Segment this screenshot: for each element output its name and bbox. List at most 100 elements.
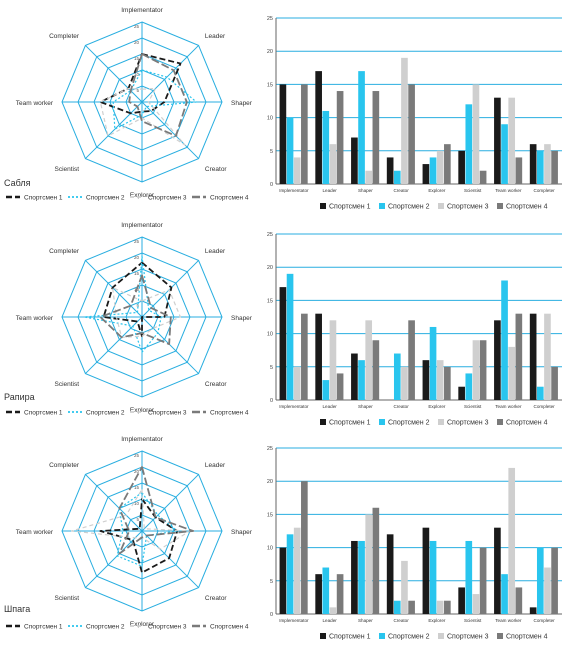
bar-team-worker-s4 xyxy=(515,313,523,400)
bar-shaper-s3 xyxy=(365,320,373,400)
bar-creator-s2 xyxy=(393,353,401,400)
legend-label-4: Спортсмен 4 xyxy=(506,420,548,427)
radar-axis-label-completer: Completer xyxy=(49,33,80,40)
bar-explorer-s4 xyxy=(444,600,451,614)
bar-category-label-explorer: Explorer xyxy=(428,188,446,193)
bar-completer-s4 xyxy=(551,150,558,184)
bar-scientist-s4 xyxy=(479,170,487,184)
bar-shaper-s2 xyxy=(358,360,365,400)
bar-implementator-s2 xyxy=(286,273,294,400)
radar-spoke xyxy=(141,474,199,532)
bar-implementator-s3 xyxy=(293,527,301,614)
bar-team-worker-s4 xyxy=(515,157,523,184)
bar-team-worker-s3 xyxy=(508,97,516,184)
bar-implementator-s4 xyxy=(301,481,308,614)
legend-label-4: Спортсмен 4 xyxy=(210,410,249,417)
bar-leader-s3 xyxy=(329,320,337,400)
radar-spoke xyxy=(85,260,143,318)
radar-axis-label-scientist: Scientist xyxy=(54,595,79,602)
bar-leader-s2 xyxy=(322,110,330,184)
radar-axis-label-implementator: Implementator xyxy=(121,7,163,14)
bar-scientist-s1 xyxy=(458,587,465,614)
legend-swatch-4 xyxy=(497,419,503,425)
radar-axis-label-explorer: Explorer xyxy=(130,621,155,628)
radar-axis-label-team-worker: Team worker xyxy=(16,100,54,107)
bar-explorer-s2 xyxy=(429,326,437,400)
bar-tick-label: 0 xyxy=(270,398,273,404)
bar-tick-label: 5 xyxy=(270,365,273,371)
bar-completer-s1 xyxy=(529,313,537,400)
bar-implementator-s2 xyxy=(286,534,294,614)
legend-swatch-3 xyxy=(438,203,444,209)
radar-tick-label: 25 xyxy=(134,24,140,29)
bar-scientist-s3 xyxy=(472,594,480,614)
legend-label-3: Спортсмен 3 xyxy=(148,624,187,631)
bar-leader-s2 xyxy=(322,567,330,614)
radar-spoke xyxy=(85,474,143,532)
radar-axis-label-explorer: Explorer xyxy=(130,192,155,199)
bar-completer-s1 xyxy=(529,607,537,614)
bar-tick-label: 15 xyxy=(267,298,273,304)
bar-chart-shpaga: 0 5 10 15 20 25 Implementator Leader Shaper Creat… xyxy=(267,446,562,641)
legend-label-1: Спортсмен 1 xyxy=(329,634,371,641)
bar-scientist-s2 xyxy=(465,104,473,184)
radar-series-1 xyxy=(99,53,182,115)
bar-leader-s3 xyxy=(329,607,337,614)
bar-implementator-s4 xyxy=(301,313,308,400)
legend-swatch-2 xyxy=(379,633,385,639)
bar-completer-s2 xyxy=(536,386,544,400)
legend-label-3: Спортсмен 3 xyxy=(148,195,187,202)
radar-tick-label: 25 xyxy=(134,239,140,244)
legend-label-4: Спортсмен 4 xyxy=(210,195,249,202)
bar-completer-s2 xyxy=(536,150,544,184)
radar-tick-label: 20 xyxy=(134,469,140,474)
radar-axis-label-team-worker: Team worker xyxy=(16,315,54,322)
bar-completer-s3 xyxy=(544,144,551,184)
bar-implementator-s1 xyxy=(279,287,287,400)
bar-leader-s2 xyxy=(322,380,330,400)
bar-creator-s4 xyxy=(408,320,415,400)
bar-completer-s4 xyxy=(551,366,558,400)
bar-category-label-creator: Creator xyxy=(393,618,409,623)
legend-label-4: Спортсмен 4 xyxy=(506,634,548,641)
radar-series-4 xyxy=(118,466,195,555)
radar-spoke xyxy=(141,101,199,159)
bar-leader-s4 xyxy=(336,373,344,400)
radar-series-2 xyxy=(112,69,197,130)
radar-axis-label-shaper: Shaper xyxy=(231,315,253,322)
bar-creator-s3 xyxy=(401,57,408,185)
radar-axis-label-implementator: Implementator xyxy=(121,222,163,229)
bar-creator-s3 xyxy=(401,560,408,614)
bar-implementator-s3 xyxy=(293,366,301,400)
bar-tick-label: 20 xyxy=(267,265,273,271)
radar-tick-label: 25 xyxy=(134,453,140,458)
bar-shaper-s4 xyxy=(372,507,380,614)
bar-category-label-completer: Completer xyxy=(534,404,556,409)
bar-team-worker-s1 xyxy=(494,527,501,614)
bar-completer-s3 xyxy=(544,567,551,614)
radar-tick-label: 15 xyxy=(134,56,140,61)
legend-label-1: Спортсмен 1 xyxy=(24,195,63,202)
radar-tick-label: 10 xyxy=(134,72,140,77)
radar-axis-label-leader: Leader xyxy=(205,33,226,40)
bar-explorer-s3 xyxy=(436,360,444,400)
legend-label-2: Спортсмен 2 xyxy=(388,634,430,641)
bar-category-label-leader: Leader xyxy=(322,618,337,623)
radar-axis-label-scientist: Scientist xyxy=(54,381,79,388)
legend-label-3: Спортсмен 3 xyxy=(447,420,489,427)
bar-tick-label: 10 xyxy=(267,116,273,122)
radar-series-1 xyxy=(99,498,179,574)
bar-creator-s3 xyxy=(401,366,408,400)
legend-label-3: Спортсмен 3 xyxy=(447,204,489,211)
bar-implementator-s1 xyxy=(279,84,287,184)
bar-scientist-s2 xyxy=(465,540,473,614)
radar-series-2 xyxy=(83,255,162,353)
radar-axis-label-completer: Completer xyxy=(49,462,80,469)
legend-label-1: Спортсмен 1 xyxy=(24,624,63,631)
bar-category-label-shaper: Shaper xyxy=(358,188,373,193)
radar-axis-label-leader: Leader xyxy=(205,462,226,469)
bar-completer-s1 xyxy=(529,144,537,184)
bar-team-worker-s3 xyxy=(508,346,516,400)
legend-label-1: Спортсмен 1 xyxy=(24,410,63,417)
bar-category-label-scientist: Scientist xyxy=(464,618,482,623)
